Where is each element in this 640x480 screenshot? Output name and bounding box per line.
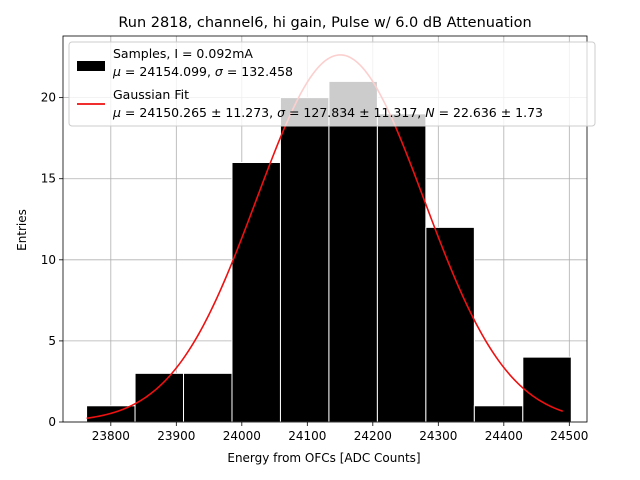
legend-samples-line1: Samples, I = 0.092mA (113, 46, 253, 61)
legend-samples-mu-value: = 24154.099, (121, 64, 215, 79)
plot-frame (62, 35, 588, 423)
histogram-bar (231, 162, 281, 423)
legend-samples-line2: μ = 24154.099, σ = 132.458 (112, 64, 293, 79)
legend-box (68, 41, 596, 127)
legend-samples-swatch (77, 61, 105, 71)
legend-fit-n-symbol: N (425, 105, 435, 120)
x-tick-label: 24500 (550, 429, 588, 443)
x-tick-label: 24200 (354, 429, 392, 443)
x-axis-ticks: 23800 23900 24000 24100 24200 24300 24400 24500 (92, 422, 588, 443)
legend-fit-line2: μ = 24150.265 ± 11.273, σ = 127.834 ± 11… (112, 105, 543, 120)
legend-fit-n-value: = 22.636 ± 1.73 (435, 105, 543, 120)
legend-samples-mu-symbol: μ (112, 64, 121, 79)
x-tick-label: 24000 (223, 429, 261, 443)
histogram-bars (86, 80, 572, 423)
histogram-bar (376, 113, 427, 423)
y-tick-label: 20 (41, 91, 56, 105)
x-tick-label: 24400 (485, 429, 523, 443)
legend-fit-line1: Gaussian Fit (113, 87, 189, 102)
x-tick-label: 24100 (288, 429, 326, 443)
histogram-bar (425, 226, 475, 423)
histogram-bar (134, 372, 185, 423)
y-axis-label: Entries (15, 209, 29, 251)
legend-samples-sigma-value: = 132.458 (223, 64, 293, 79)
histogram-bar (279, 97, 330, 423)
y-tick-label: 0 (48, 415, 56, 429)
histogram-bar (183, 372, 233, 423)
y-tick-label: 10 (41, 253, 56, 267)
y-tick-label: 15 (41, 172, 56, 186)
y-tick-label: 5 (48, 334, 56, 348)
legend-fit-mu-value: = 24150.265 ± 11.273, (121, 105, 277, 120)
legend-fit-sigma-symbol: σ (277, 105, 286, 120)
chart-title: Run 2818, channel6, hi gain, Pulse w/ 6.… (118, 15, 531, 31)
x-tick-label: 23900 (157, 429, 195, 443)
legend-fit-sigma-value: = 127.834 ± 11.317, (285, 105, 425, 120)
legend-fit-mu-symbol: μ (112, 105, 121, 120)
histogram-bar (522, 356, 572, 423)
legend-samples-sigma-symbol: σ (215, 64, 224, 79)
x-axis-label: Energy from OFCs [ADC Counts] (227, 451, 420, 465)
histogram-bar (328, 80, 378, 423)
y-axis-ticks: 0 5 10 15 20 (41, 91, 63, 429)
histogram-bar (473, 405, 524, 423)
legend: Samples, I = 0.092mA μ = 24154.099, σ = … (68, 41, 596, 127)
x-tick-label: 23800 (92, 429, 130, 443)
x-tick-label: 24300 (419, 429, 457, 443)
